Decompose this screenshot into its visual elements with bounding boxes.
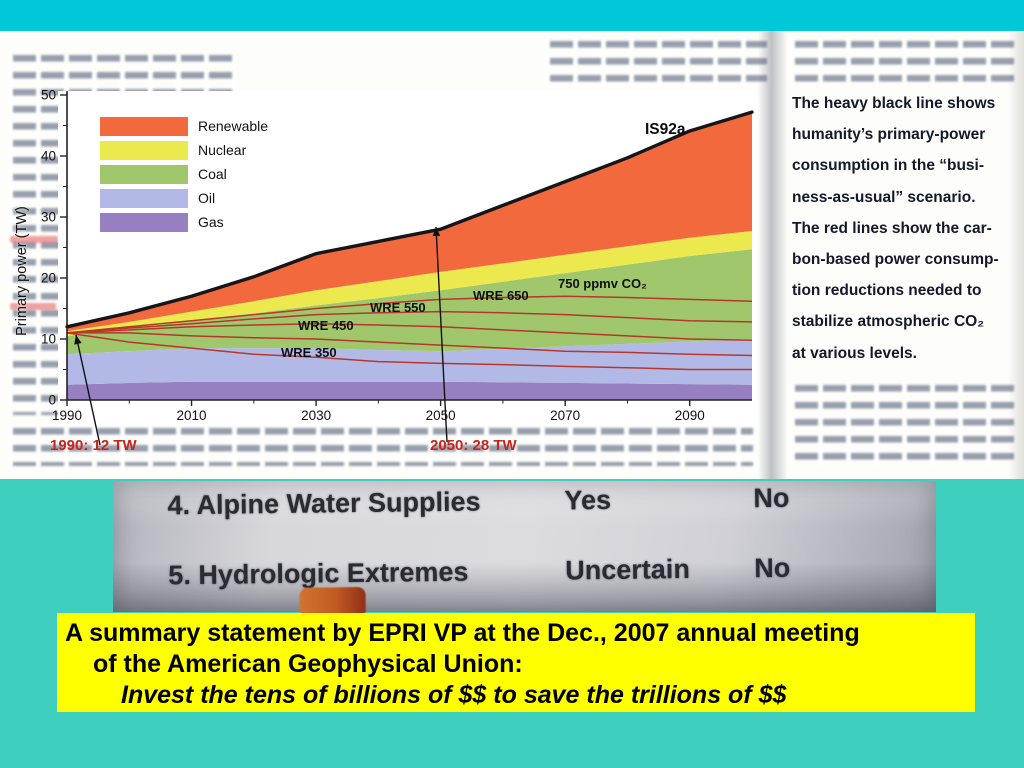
svg-text:0: 0	[48, 393, 56, 408]
legend-item-nuclear: Nuclear	[100, 138, 268, 162]
y-axis-label: Primary power (TW)	[14, 206, 30, 336]
page-edge-shadow	[1008, 31, 1024, 479]
legend-label: Oil	[198, 190, 216, 206]
svg-text:2030: 2030	[301, 408, 331, 423]
survey-answer-2: No	[754, 552, 791, 584]
annotation-2050-28tw: 2050: 28 TW	[430, 437, 517, 454]
legend-swatch-coal	[100, 164, 188, 184]
survey-answer-2: No	[753, 482, 790, 514]
red-pen-mark	[10, 236, 58, 243]
annotation-1990-12tw: 1990: 12 TW	[50, 437, 137, 454]
red-pen-mark	[10, 303, 56, 310]
line-label-wre-350: WRE 350	[281, 345, 337, 360]
is92a-label: IS92a	[645, 121, 686, 138]
page-gutter-shadow	[758, 31, 788, 479]
survey-item-label: 5. Hydrologic Extremes	[168, 556, 469, 591]
svg-text:2050: 2050	[426, 408, 456, 423]
slide-top-bar	[0, 0, 1024, 31]
line-label-wre-450: WRE 450	[298, 318, 354, 333]
survey-row: 4. Alpine Water Supplies Yes No	[112, 481, 935, 531]
svg-text:50: 50	[41, 88, 56, 103]
scanned-figure-image: 0 10 20 30 40 50 1990 2010 2030 2050 2070 2090 Prim…	[0, 31, 1024, 479]
legend-label: Nuclear	[198, 142, 247, 158]
orange-object	[299, 586, 366, 615]
survey-row: 5. Hydrologic Extremes Uncertain No	[113, 551, 936, 601]
svg-text:30: 30	[41, 210, 56, 225]
blurred-text-below-caption	[790, 385, 1015, 465]
survey-photo: 4. Alpine Water Supplies Yes No 5. Hydro…	[113, 481, 936, 615]
svg-text:2010: 2010	[177, 408, 207, 423]
legend-item-gas: Gas	[100, 210, 268, 234]
summary-line-1: A summary statement by EPRI VP at the De…	[65, 619, 860, 647]
svg-text:2090: 2090	[675, 408, 705, 423]
legend-item-coal: Coal	[100, 162, 268, 186]
legend-swatch-gas	[100, 212, 188, 232]
svg-text:2070: 2070	[550, 408, 580, 423]
survey-item-label: 4. Alpine Water Supplies	[167, 486, 481, 521]
chart-legend: Renewable Nuclear Coal Oil Gas	[100, 114, 268, 234]
survey-photo-content: 4. Alpine Water Supplies Yes No 5. Hydro…	[112, 476, 937, 617]
svg-text:1990: 1990	[52, 408, 82, 423]
line-label-wre-550: WRE 550	[370, 300, 426, 315]
svg-text:20: 20	[41, 271, 56, 286]
line-label-750ppmv: 750 ppmv CO₂	[558, 276, 647, 291]
svg-text:40: 40	[41, 149, 56, 164]
line-label-wre-650: WRE 650	[473, 288, 529, 303]
legend-swatch-renewable	[100, 116, 188, 136]
blurred-text-band-bottom	[8, 428, 753, 466]
legend-label: Gas	[198, 214, 224, 230]
blurred-text-column-top-right	[545, 41, 767, 87]
survey-answer-1: Yes	[564, 484, 612, 516]
figure-caption: The heavy black line shows humanity’s pr…	[792, 95, 999, 362]
legend-label: Coal	[198, 166, 227, 182]
summary-line-2: of the American Geophysical Union:	[93, 650, 523, 678]
survey-answer-1: Uncertain	[565, 553, 691, 586]
legend-swatch-oil	[100, 188, 188, 208]
blurred-text-above-caption	[790, 41, 1015, 83]
legend-swatch-nuclear	[100, 140, 188, 160]
svg-text:10: 10	[41, 332, 56, 347]
summary-text-box: A summary statement by EPRI VP at the De…	[57, 613, 975, 712]
summary-line-3: Invest the tens of billions of $$ to sav…	[121, 681, 787, 709]
legend-item-oil: Oil	[100, 186, 268, 210]
legend-label: Renewable	[198, 118, 269, 134]
legend-item-renewable: Renewable	[100, 114, 268, 138]
